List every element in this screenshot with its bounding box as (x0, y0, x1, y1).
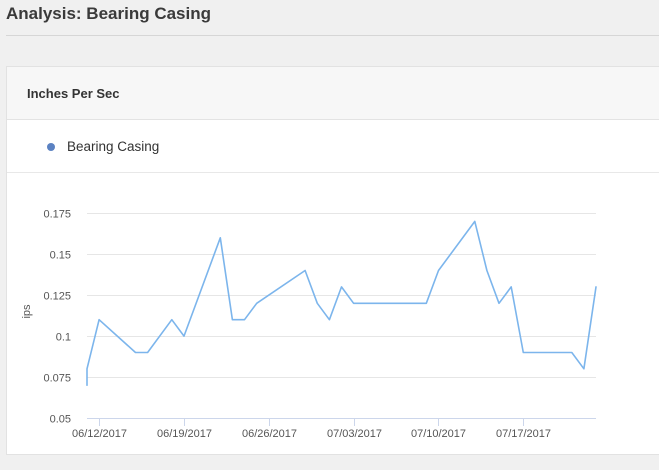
x-tick-label: 06/19/2017 (157, 428, 212, 440)
y-tick-label: 0.05 (50, 414, 71, 426)
legend-marker-icon (47, 143, 55, 151)
x-tick-label: 07/10/2017 (411, 428, 466, 440)
chart-legend: Bearing Casing (7, 120, 659, 173)
legend-label[interactable]: Bearing Casing (67, 139, 160, 154)
y-axis-title: ips (21, 304, 33, 319)
chart-panel: Inches Per Sec Bearing Casing (6, 66, 659, 455)
series-line-1 (86, 220, 597, 387)
x-tick-label: 07/17/2017 (496, 428, 551, 440)
title-divider (6, 35, 659, 36)
x-tick-label: 07/03/2017 (327, 428, 382, 440)
x-tick-label: 06/12/2017 (72, 428, 127, 440)
panel-header: Inches Per Sec (7, 67, 659, 120)
panel-title: Inches Per Sec (27, 86, 120, 101)
x-tick-label: 06/26/2017 (242, 428, 297, 440)
y-tick-label: 0.1 (56, 332, 71, 344)
page-title: Analysis: Bearing Casing (6, 4, 212, 23)
y-tick-label: 0.15 (50, 250, 71, 262)
y-tick-label: 0.175 (43, 209, 71, 221)
y-tick-label: 0.125 (43, 291, 71, 303)
y-tick-label: 0.075 (43, 373, 71, 385)
